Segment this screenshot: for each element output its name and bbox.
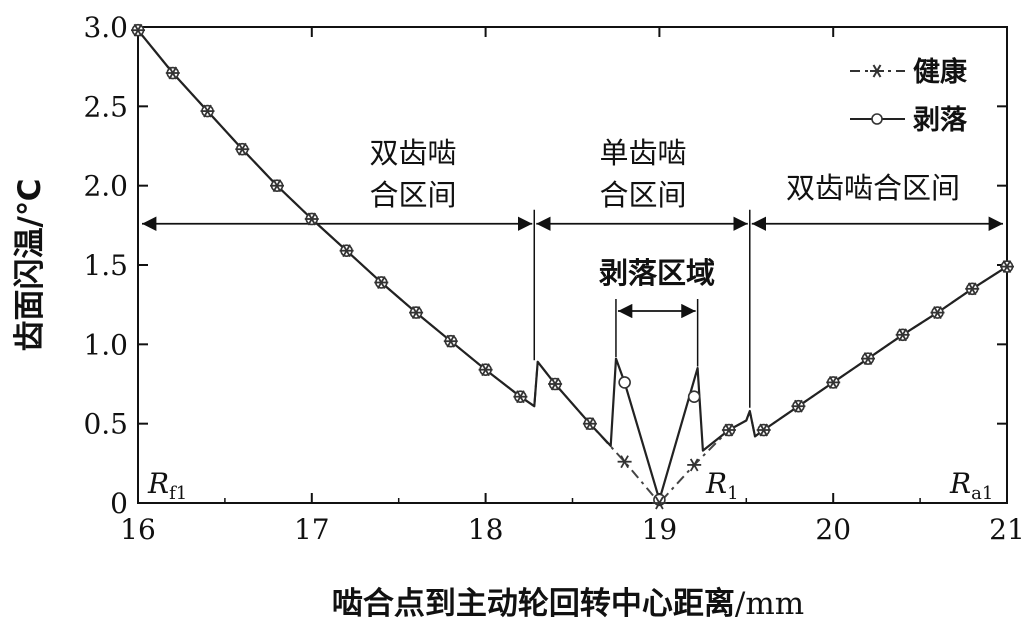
y-tick-label: 1.5 [83, 249, 128, 282]
y-tick-label: 0 [110, 487, 128, 520]
plot-frame [137, 26, 1008, 504]
healthy-point [478, 363, 493, 377]
annot-spall-region: 剥落区域 [599, 256, 715, 290]
healthy-point [895, 328, 910, 342]
series-layer [131, 23, 1014, 510]
x-tick-label: 18 [468, 513, 504, 546]
healthy-point [861, 352, 875, 366]
healthy-point [548, 377, 563, 391]
plot-border [137, 26, 1008, 504]
spall-point [687, 390, 701, 403]
spall-point [618, 376, 631, 389]
healthy-point [617, 455, 632, 469]
x-axis-title-unit: /mm [735, 586, 804, 622]
healthy-point [200, 104, 215, 118]
annot-double-right: 双齿啮合区间 [786, 171, 960, 205]
legend-spall-label: 剥落 [913, 105, 968, 136]
healthy-point [165, 66, 180, 80]
healthy-point [513, 390, 528, 404]
legend-healthy-label: 健康 [913, 56, 968, 88]
x-axis-title-main: 啮合点到主动轮回转中心距离 [332, 586, 735, 622]
healthy-point [721, 423, 736, 437]
series-line-healthy [137, 29, 1008, 504]
healthy-point [235, 142, 250, 156]
healthy-point [826, 375, 841, 389]
healthy-point [409, 306, 424, 320]
y-axis-title: 齿面闪温/℃ [12, 179, 48, 352]
corner-label-rf1: Rf1 [147, 467, 187, 504]
legend-healthy-asterisk-icon [870, 64, 884, 78]
y-tick-label: 0.5 [83, 408, 128, 441]
healthy-point [582, 417, 597, 431]
annot-double-left-line1: 双齿啮 [369, 136, 456, 170]
healthy-point [1000, 260, 1014, 274]
healthy-point [304, 212, 319, 226]
healthy-point [443, 334, 458, 348]
series-line-spall [137, 29, 1008, 501]
y-tick-label: 3.0 [83, 11, 128, 44]
y-tick-label: 2.5 [83, 90, 128, 123]
healthy-point [131, 23, 145, 37]
legend-entry-healthy: 健康 [850, 56, 968, 88]
healthy-point [687, 458, 702, 472]
annot-single-line2: 合区间 [599, 178, 686, 212]
corner-label-ra1: Ra1 [949, 467, 993, 504]
x-axis-title: 啮合点到主动轮回转中心距离/mm [332, 586, 804, 622]
y-tick-label: 2.0 [83, 170, 128, 203]
annot-single-line1: 单齿啮 [599, 136, 686, 170]
axis-ticks: 16 17 18 19 20 21 0 0.5 1.0 1.5 2.0 2.5 3.0 [83, 11, 1024, 546]
x-tick-label: 21 [989, 513, 1025, 546]
x-tick-label: 20 [815, 513, 851, 546]
healthy-point [756, 423, 771, 437]
healthy-point [930, 306, 945, 320]
healthy-point [270, 179, 284, 193]
x-tick-label: 19 [642, 513, 678, 546]
legend: 健康 剥落 [850, 56, 968, 136]
annotations [142, 209, 1003, 408]
annot-double-left-line2: 合区间 [369, 178, 456, 212]
healthy-point [965, 282, 980, 296]
corner-label-r1: R1 [705, 467, 739, 504]
x-tick-label: 16 [120, 513, 156, 546]
legend-spall-circle-icon [871, 113, 883, 125]
healthy-point [791, 399, 806, 413]
healthy-point [374, 276, 389, 289]
legend-entry-spall: 剥落 [850, 105, 968, 136]
x-tick-label: 17 [294, 513, 330, 546]
healthy-point [652, 496, 667, 510]
y-tick-label: 1.0 [83, 328, 128, 361]
healthy-point [339, 244, 354, 258]
